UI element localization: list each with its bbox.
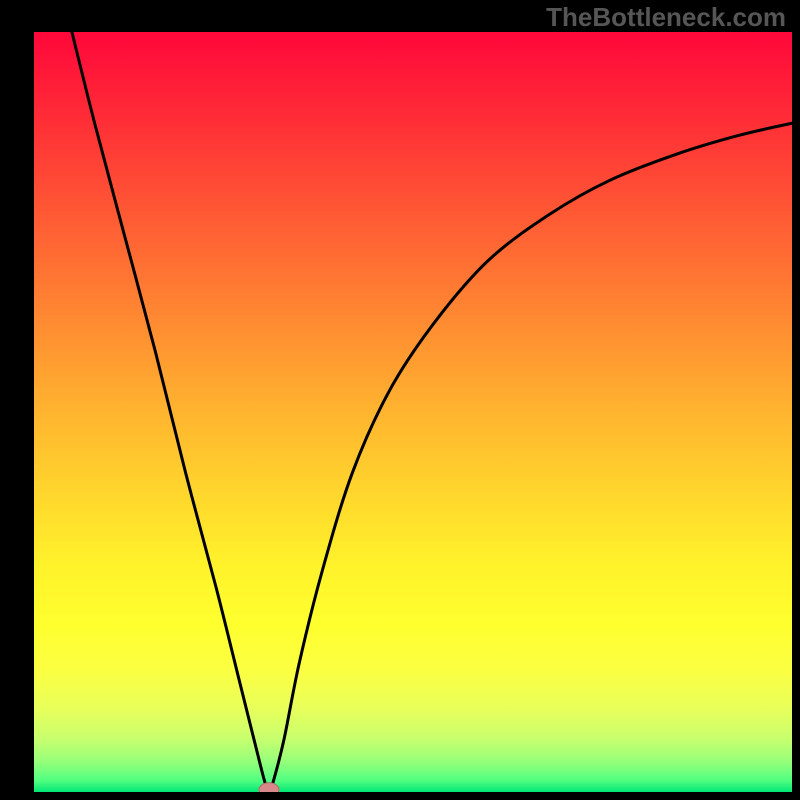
gradient-background xyxy=(34,32,792,792)
watermark-text: TheBottleneck.com xyxy=(546,2,786,33)
chart-frame: TheBottleneck.com xyxy=(0,0,800,800)
plot-area xyxy=(34,32,792,792)
chart-svg xyxy=(34,32,792,792)
